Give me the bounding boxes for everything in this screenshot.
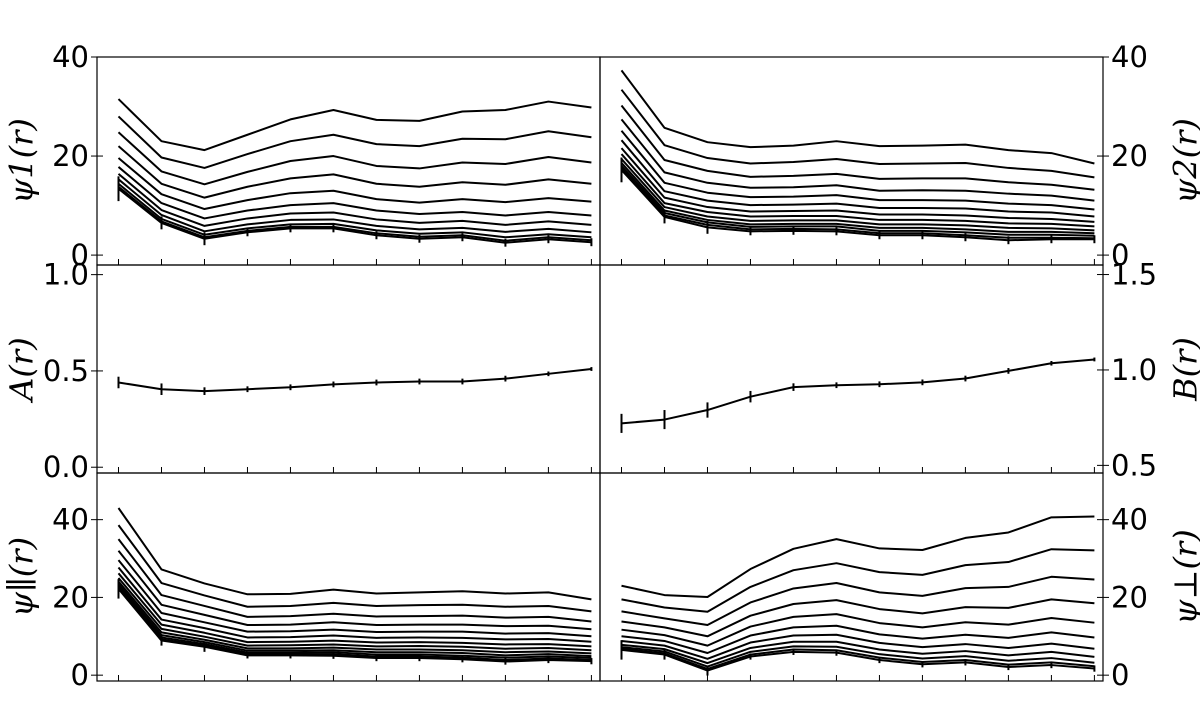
series-line-5 [117, 566, 592, 643]
series-line-0 [118, 368, 592, 393]
panel-top-right: 0 20 40 ψ2(r) [599, 40, 1200, 272]
series-line-9 [621, 647, 1095, 670]
series-line-10 [620, 165, 1095, 237]
series-line-10 [621, 648, 1095, 672]
axes-frame [599, 264, 1104, 474]
y-tick-label: 0 [1111, 658, 1129, 692]
series-line-10 [117, 585, 592, 660]
series-line-6 [621, 633, 1095, 660]
y-axis-label: ψ2(r) [1167, 118, 1200, 204]
series-line-2 [117, 131, 592, 186]
y-tick-label: 20 [1111, 580, 1148, 614]
series-line-2 [621, 575, 1095, 627]
y-axis-label: ψ1(r) [3, 118, 41, 204]
y-tick-label: 0.0 [43, 450, 89, 484]
panels: 02040ψ1(r)02040ψ2(r)0.00.51.0A(r)0.51.01… [3, 40, 1200, 692]
y-tick-label: 0.5 [43, 354, 89, 388]
series-line-9 [117, 583, 592, 658]
axes-frame [96, 264, 601, 474]
series-line-8 [117, 580, 592, 655]
series-line-0 [621, 358, 1095, 425]
y-axis-label: ψ∥(r) [3, 537, 41, 617]
y-axis-label: ψ⊥(r) [1167, 529, 1200, 624]
y-tick-label: 40 [1111, 40, 1148, 74]
series-line-11 [620, 167, 1095, 240]
y-tick-label: 1.0 [43, 258, 89, 292]
y-tick-label: 20 [1111, 139, 1148, 173]
series-line-3 [621, 598, 1095, 638]
series-line-0 [621, 515, 1095, 599]
panel-top-left: 0 20 40 ψ1(r) [3, 40, 601, 272]
series-line-10 [117, 187, 592, 244]
series-line-6 [117, 572, 592, 648]
y-axis-label: A(r) [3, 337, 41, 403]
series-line-5 [117, 166, 592, 220]
series-line-7 [621, 640, 1095, 665]
y-tick-label: 40 [1111, 503, 1148, 537]
y-tick-label: 1.0 [1111, 353, 1157, 387]
series-line-5 [620, 139, 1095, 218]
series-line-8 [620, 158, 1095, 232]
y-tick-label: 1.5 [1111, 258, 1157, 292]
series-line-4 [117, 559, 592, 638]
series-line-9 [117, 185, 592, 242]
series-line-8 [117, 183, 592, 239]
series-line-4 [620, 130, 1095, 211]
y-tick-label: 0 [1111, 238, 1129, 272]
series-line-9 [620, 162, 1095, 235]
series-line-6 [620, 147, 1095, 223]
series-line-8 [621, 645, 1095, 668]
series-line-4 [117, 157, 592, 211]
y-tick-label: 0 [71, 658, 89, 692]
series-line-1 [117, 524, 592, 613]
y-tick-label: 40 [52, 40, 89, 74]
y-tick-label: 20 [52, 580, 89, 614]
series-line-5 [621, 624, 1095, 655]
series-line-12 [117, 588, 592, 663]
series-line-0 [620, 69, 1095, 165]
series-line-1 [117, 115, 592, 169]
panel-bottom-left: 0 20 40 ψ∥(r) [3, 472, 601, 692]
panel-middle-right: 0.5 1.0 1.5 B(r) [599, 258, 1200, 482]
series-line-7 [117, 178, 592, 234]
series-line-3 [117, 145, 592, 199]
series-line-7 [117, 577, 592, 652]
series-line-1 [621, 548, 1095, 613]
y-tick-label: 0.5 [1111, 448, 1157, 482]
series-line-7 [620, 153, 1095, 228]
y-axis-label: B(r) [1167, 337, 1200, 402]
series-line-6 [117, 173, 592, 227]
y-tick-label: 20 [52, 139, 89, 173]
series-line-0 [117, 98, 592, 152]
series-line-3 [117, 550, 592, 631]
series-line-12 [620, 169, 1095, 242]
series-line-11 [117, 587, 592, 662]
series-line-2 [117, 538, 592, 623]
series-line-1 [620, 89, 1095, 179]
series-line-3 [620, 118, 1095, 202]
axes-frame [599, 472, 1104, 682]
panel-middle-left: 0.0 0.5 1.0 A(r) [3, 258, 601, 484]
axes-frame [96, 472, 601, 682]
y-tick-label: 0 [71, 238, 89, 272]
series-line-2 [620, 104, 1095, 191]
y-tick-label: 40 [52, 503, 89, 537]
panel-bottom-right: 0 20 40 ψ⊥(r) [599, 472, 1200, 692]
series-line-4 [621, 613, 1095, 647]
series-line-0 [117, 507, 592, 601]
